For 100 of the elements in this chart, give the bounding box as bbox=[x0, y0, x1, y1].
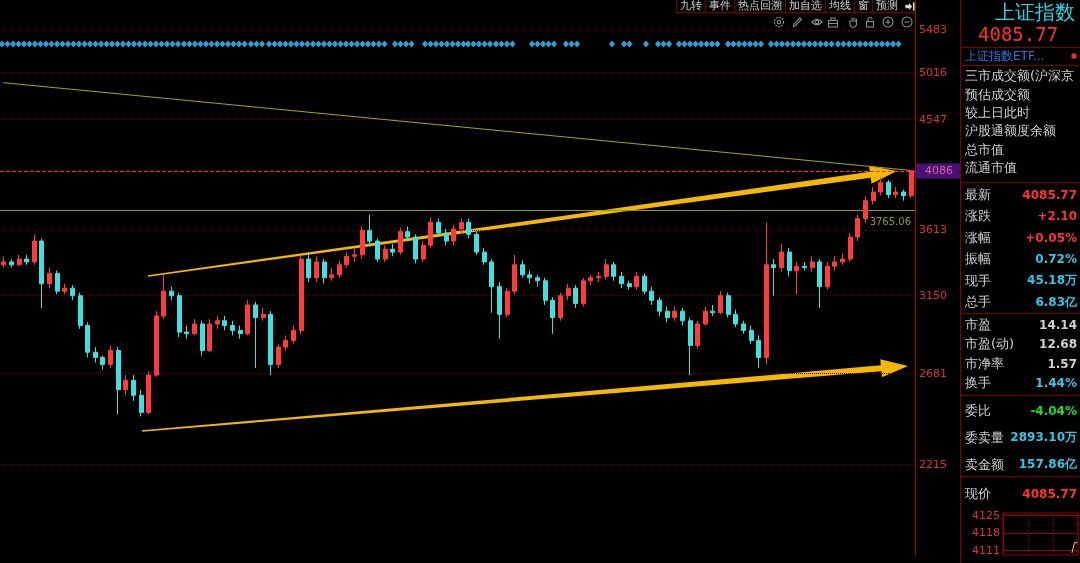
candlestick bbox=[192, 318, 197, 336]
candlestick bbox=[611, 261, 616, 282]
candlestick bbox=[878, 177, 883, 197]
text: 事件 bbox=[705, 0, 734, 12]
candlestick bbox=[459, 218, 464, 234]
text: 1.44% bbox=[1035, 376, 1077, 391]
text: 1.57 bbox=[1047, 356, 1077, 371]
candlestick bbox=[703, 306, 708, 327]
candlestick bbox=[634, 271, 639, 291]
y-tick-label: 2215 bbox=[919, 458, 947, 472]
text: 157.86亿 bbox=[1018, 457, 1077, 471]
candlestick bbox=[764, 221, 769, 365]
candlestick bbox=[421, 240, 426, 263]
candlestick bbox=[62, 283, 67, 295]
candlestick bbox=[505, 287, 510, 319]
text: 14.14 bbox=[1039, 317, 1077, 332]
text: 4085.77 bbox=[1022, 486, 1077, 501]
category-label: 委比 bbox=[965, 401, 991, 420]
candlestick bbox=[642, 272, 647, 295]
candlestick bbox=[451, 224, 456, 246]
candlestick bbox=[688, 317, 693, 376]
candlestick bbox=[436, 218, 441, 238]
candlestick bbox=[215, 315, 220, 330]
category-label: 总手 bbox=[965, 293, 991, 312]
candlestick bbox=[1, 255, 6, 269]
candlestick bbox=[337, 259, 342, 279]
candlestick bbox=[657, 296, 662, 317]
candlestick bbox=[169, 286, 174, 301]
candlestick bbox=[489, 258, 494, 314]
candlestick bbox=[627, 280, 632, 291]
category-label: 现手 bbox=[965, 271, 991, 290]
category-label: 市盈(动) bbox=[965, 335, 1015, 354]
candlestick bbox=[108, 344, 113, 369]
category-label: 沪股通额度余额 bbox=[965, 122, 1056, 141]
candlestick bbox=[520, 259, 525, 279]
candlestick bbox=[100, 355, 105, 371]
text: 上证指数ETF... bbox=[965, 49, 1045, 64]
candlestick bbox=[710, 304, 715, 317]
candlestick bbox=[230, 320, 235, 336]
text: -4.04% bbox=[1030, 403, 1077, 418]
candlestick bbox=[512, 254, 517, 295]
text: +2.10 bbox=[1037, 209, 1077, 224]
text: 12.68 bbox=[1039, 337, 1077, 352]
candlestick bbox=[123, 374, 128, 396]
candlestick bbox=[817, 258, 822, 309]
candlestick bbox=[207, 318, 212, 353]
candlestick bbox=[726, 292, 731, 319]
candlestick bbox=[405, 225, 410, 242]
candlestick bbox=[329, 267, 334, 282]
candlestick bbox=[314, 255, 319, 283]
candlestick bbox=[718, 290, 723, 315]
candlestick bbox=[474, 231, 479, 256]
candlestick bbox=[146, 370, 151, 415]
candlestick bbox=[444, 228, 449, 246]
category-label: 三市成交额(沪深京 bbox=[965, 67, 1075, 86]
candlestick bbox=[787, 247, 792, 277]
candlestick bbox=[375, 237, 380, 263]
candlestick bbox=[832, 255, 837, 271]
candlestick bbox=[283, 334, 288, 352]
category-label: 预估成交额 bbox=[965, 85, 1030, 104]
candlestick bbox=[749, 325, 754, 345]
candlestick bbox=[550, 296, 555, 335]
candlestick bbox=[253, 301, 258, 369]
candlestick bbox=[245, 299, 250, 336]
candlestick bbox=[756, 334, 761, 369]
y-tick-label: 4111 bbox=[972, 543, 1000, 557]
candlestick bbox=[863, 195, 868, 223]
text: 九转 bbox=[676, 0, 705, 12]
y-tick-label: 3613 bbox=[919, 223, 947, 237]
candlestick bbox=[893, 186, 898, 199]
candlestick bbox=[855, 214, 860, 242]
y-tick-label: 3150 bbox=[919, 289, 947, 303]
candlestick bbox=[24, 254, 29, 266]
candlestick bbox=[871, 186, 876, 205]
text: 2893.10万 bbox=[1010, 430, 1077, 444]
candlestick bbox=[428, 216, 433, 249]
candlestick bbox=[527, 270, 532, 285]
candlestick bbox=[779, 243, 784, 273]
candlestick bbox=[390, 243, 395, 257]
category-label: 市盈 bbox=[965, 315, 991, 334]
candlestick bbox=[482, 247, 487, 266]
category-label: 最新 bbox=[965, 185, 991, 204]
candlestick bbox=[680, 307, 685, 327]
candlestick bbox=[794, 261, 799, 295]
y-tick-label: 5483 bbox=[919, 23, 947, 37]
text: 45.18万 bbox=[1027, 273, 1077, 288]
candlestick bbox=[268, 310, 273, 376]
text: 4085.77 bbox=[978, 23, 1059, 46]
candlestick bbox=[200, 320, 205, 357]
candlestick bbox=[78, 292, 83, 330]
candlestick bbox=[558, 292, 563, 322]
candlestick bbox=[184, 325, 189, 340]
candlestick bbox=[802, 261, 807, 271]
candlestick bbox=[139, 389, 144, 417]
candlestick bbox=[810, 255, 815, 273]
candlestick bbox=[535, 274, 540, 288]
candlestick bbox=[383, 244, 388, 263]
candlestick bbox=[222, 315, 227, 331]
candlestick bbox=[398, 227, 403, 256]
category-label: 换手 bbox=[965, 374, 991, 393]
